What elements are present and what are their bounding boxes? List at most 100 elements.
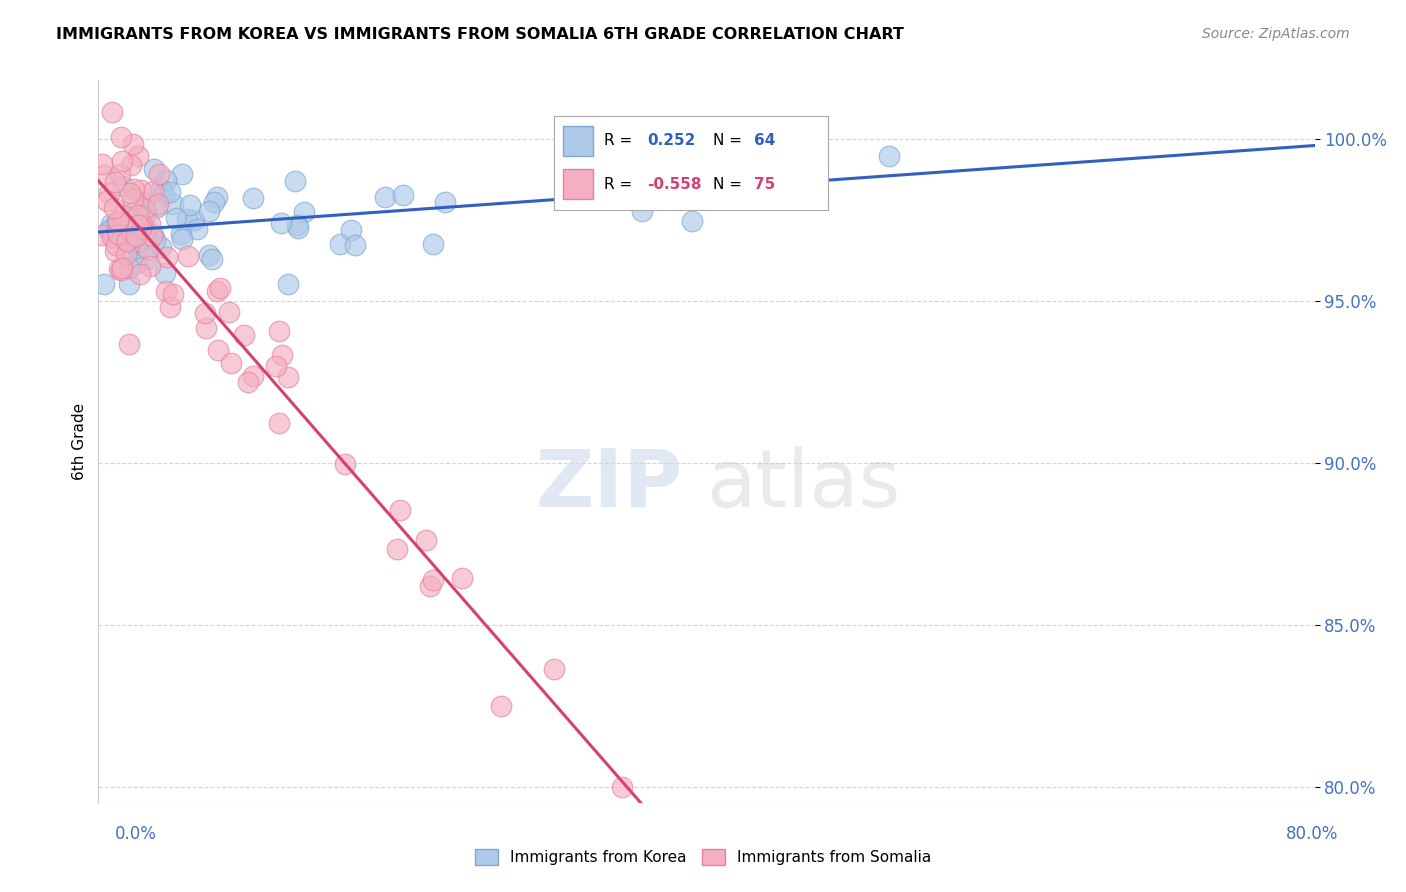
Point bbox=[127, 241, 149, 255]
Point bbox=[112, 178, 135, 193]
Point bbox=[104, 175, 127, 189]
Point bbox=[108, 262, 131, 277]
Point bbox=[681, 213, 703, 227]
Point bbox=[118, 336, 141, 351]
Point bbox=[135, 252, 157, 266]
Point bbox=[155, 172, 177, 186]
Point bbox=[90, 157, 112, 171]
Point bbox=[176, 211, 198, 226]
Text: 0.0%: 0.0% bbox=[115, 825, 157, 843]
Point bbox=[630, 174, 652, 188]
Point bbox=[118, 277, 141, 292]
Point bbox=[176, 249, 198, 263]
Point bbox=[118, 260, 141, 275]
Y-axis label: 6th Grade: 6th Grade bbox=[72, 403, 87, 480]
Point bbox=[419, 579, 441, 593]
Point bbox=[142, 228, 165, 243]
Point bbox=[127, 218, 149, 232]
Point bbox=[165, 211, 187, 225]
Point bbox=[93, 168, 115, 182]
Point bbox=[392, 188, 415, 202]
Point bbox=[111, 154, 134, 169]
Point bbox=[198, 248, 221, 262]
Point bbox=[162, 197, 184, 211]
Point bbox=[121, 235, 143, 249]
Point bbox=[264, 359, 287, 373]
Point bbox=[121, 193, 143, 207]
Point bbox=[107, 227, 129, 241]
Point bbox=[139, 259, 162, 273]
Point bbox=[105, 213, 128, 227]
Point bbox=[277, 277, 299, 292]
Point bbox=[270, 216, 292, 230]
Point bbox=[202, 195, 225, 210]
Point bbox=[152, 187, 174, 202]
Point bbox=[877, 149, 900, 163]
Point bbox=[103, 201, 125, 215]
Point bbox=[139, 217, 162, 231]
Point bbox=[170, 167, 193, 181]
Point bbox=[143, 233, 166, 247]
Point bbox=[271, 348, 294, 362]
Point bbox=[159, 300, 181, 314]
Point bbox=[129, 183, 152, 197]
Point bbox=[98, 224, 121, 238]
Point bbox=[135, 205, 157, 219]
Point bbox=[714, 191, 737, 205]
Point bbox=[101, 104, 124, 119]
Point bbox=[100, 230, 122, 244]
Point bbox=[665, 157, 688, 171]
Point bbox=[162, 287, 184, 301]
Point bbox=[107, 214, 129, 228]
Point bbox=[104, 244, 127, 258]
Point bbox=[433, 195, 456, 210]
Point bbox=[284, 174, 307, 188]
Point bbox=[149, 182, 172, 196]
Point bbox=[374, 190, 396, 204]
Point bbox=[127, 208, 149, 222]
Point bbox=[149, 240, 172, 254]
Point bbox=[207, 190, 229, 204]
Text: IMMIGRANTS FROM KOREA VS IMMIGRANTS FROM SOMALIA 6TH GRADE CORRELATION CHART: IMMIGRANTS FROM KOREA VS IMMIGRANTS FROM… bbox=[56, 27, 904, 42]
Point bbox=[124, 203, 146, 218]
Point bbox=[285, 218, 308, 232]
Point bbox=[450, 571, 472, 585]
Point bbox=[170, 231, 193, 245]
Point bbox=[333, 457, 356, 471]
Point bbox=[91, 227, 114, 242]
Point bbox=[131, 218, 153, 232]
Point bbox=[292, 205, 315, 219]
Point bbox=[129, 220, 152, 235]
Point bbox=[115, 234, 138, 248]
Point bbox=[122, 182, 145, 196]
Point bbox=[155, 284, 177, 298]
Point bbox=[121, 136, 143, 151]
Point bbox=[93, 277, 115, 292]
Point bbox=[489, 699, 512, 714]
Point bbox=[127, 149, 149, 163]
Point bbox=[111, 261, 134, 276]
Point bbox=[125, 235, 148, 250]
Point bbox=[389, 503, 412, 517]
Point bbox=[610, 780, 633, 794]
Point bbox=[118, 186, 141, 201]
Point bbox=[108, 167, 131, 181]
Point bbox=[159, 185, 181, 199]
Point bbox=[110, 214, 132, 228]
Point bbox=[98, 223, 121, 237]
Point bbox=[170, 227, 193, 241]
Point bbox=[415, 533, 437, 548]
Point bbox=[125, 229, 148, 244]
Text: Source: ZipAtlas.com: Source: ZipAtlas.com bbox=[1202, 27, 1350, 41]
Point bbox=[218, 305, 240, 319]
Text: 80.0%: 80.0% bbox=[1286, 825, 1339, 843]
Text: atlas: atlas bbox=[707, 446, 901, 524]
Point bbox=[141, 229, 163, 244]
Point bbox=[198, 203, 221, 218]
Point bbox=[120, 157, 142, 171]
Point bbox=[219, 356, 242, 370]
Point bbox=[344, 237, 367, 252]
Point bbox=[148, 167, 170, 181]
Point bbox=[105, 237, 128, 252]
Point bbox=[179, 198, 201, 212]
